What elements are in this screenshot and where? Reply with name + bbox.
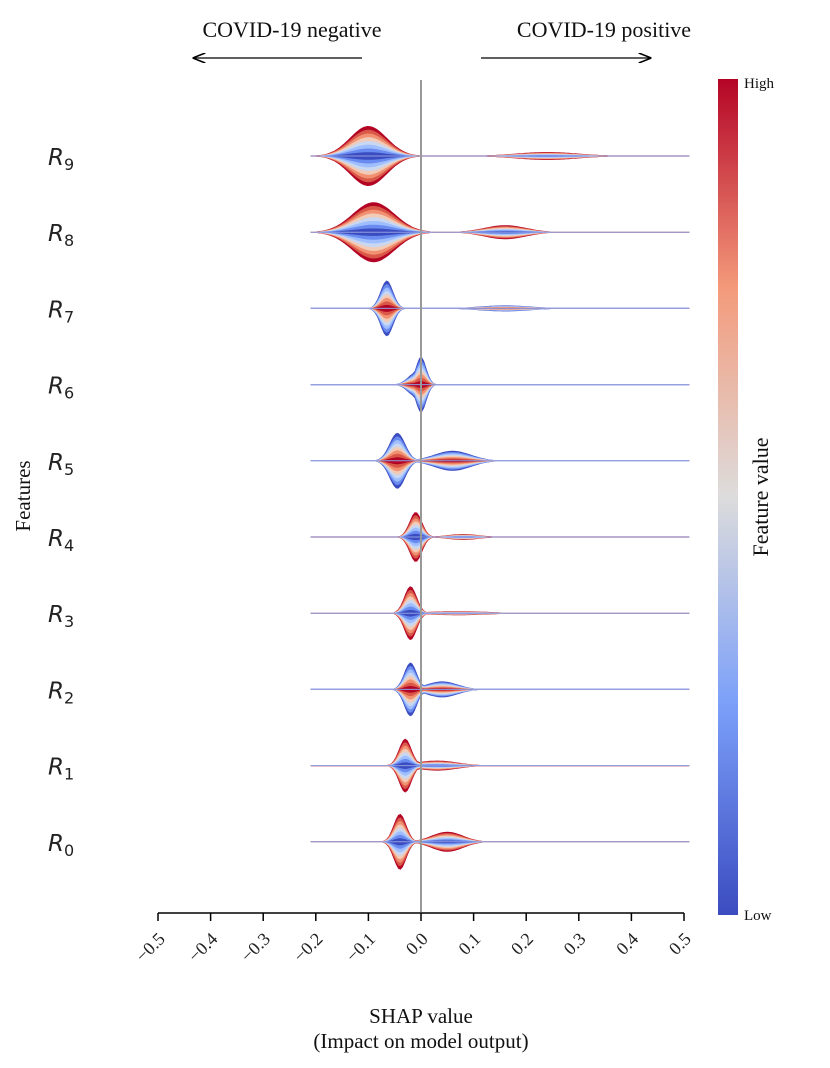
colorbar xyxy=(718,79,738,915)
feature-label: R6 xyxy=(48,374,74,403)
colorbar-low-label: Low xyxy=(744,908,772,924)
feature-label: R9 xyxy=(48,145,74,174)
x-tick-label: 0.0 xyxy=(402,929,432,959)
feature-label: R0 xyxy=(48,831,74,860)
direction-label-negative: COVID-19 negative xyxy=(202,17,381,42)
violin-group xyxy=(310,126,690,870)
feature-label: R1 xyxy=(48,755,74,784)
x-tick-label: −0.5 xyxy=(132,929,169,966)
feature-label: R8 xyxy=(48,221,74,250)
x-tick-label: 0.3 xyxy=(560,929,590,959)
x-axis-label-line2: (Impact on model output) xyxy=(313,1029,528,1053)
y-axis-label: Features xyxy=(11,460,35,531)
x-ticks: −0.5 −0.4 −0.3 −0.2 −0.1 0.0 0.1 0.2 0.3 0.4 0.5 xyxy=(132,913,695,966)
x-tick-label: 0.2 xyxy=(507,929,537,959)
feature-label: R2 xyxy=(48,678,74,707)
feature-label: R7 xyxy=(48,297,74,326)
direction-label-positive: COVID-19 positive xyxy=(517,17,691,42)
x-tick-label: −0.4 xyxy=(184,929,221,966)
x-tick-label: −0.3 xyxy=(237,929,274,966)
x-tick-label: −0.2 xyxy=(289,929,326,966)
x-axis-label: SHAP value xyxy=(369,1004,473,1028)
feature-label: R3 xyxy=(48,602,74,631)
feature-label: R4 xyxy=(48,526,74,555)
feature-labels: R9 R8 R7 R6 R5 R4 R3 R2 R1 R0 xyxy=(48,145,74,860)
feature-label: R5 xyxy=(48,450,74,479)
x-tick-label: 0.4 xyxy=(612,929,642,959)
x-tick-label: −0.1 xyxy=(342,929,379,966)
colorbar-high-label: High xyxy=(744,76,775,92)
x-tick-label: 0.1 xyxy=(454,929,484,959)
colorbar-title: Feature value xyxy=(748,437,773,556)
x-tick-label: 0.5 xyxy=(665,929,695,959)
